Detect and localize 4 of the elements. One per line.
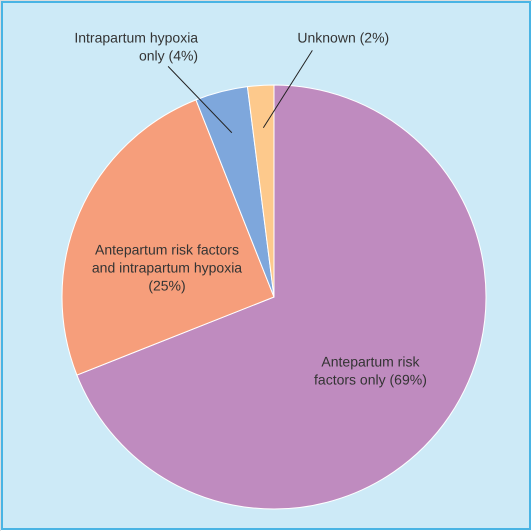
slice-label: Antepartum risk factors only (69%) <box>314 354 427 388</box>
slice-label: Unknown (2%) <box>297 29 390 46</box>
slice-label: Intrapartum hypoxia only (4%) <box>74 29 198 64</box>
slice-label: Antepartum risk factors and intrapartum hypoxia (25%) <box>92 242 242 294</box>
